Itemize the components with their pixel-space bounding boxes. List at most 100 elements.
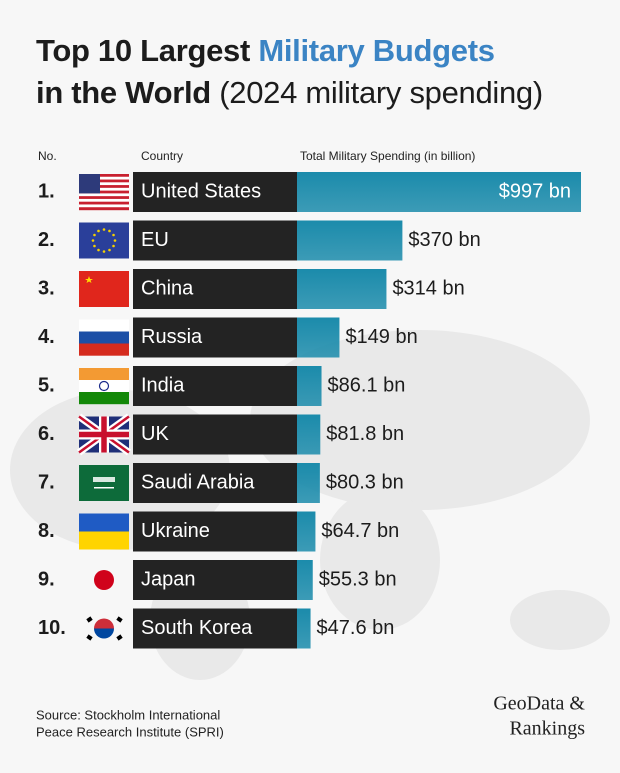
bar bbox=[297, 463, 320, 503]
flag-part bbox=[79, 343, 129, 356]
flag-part bbox=[97, 229, 100, 233]
flag bbox=[79, 465, 129, 501]
source: Source: Stockholm International bbox=[36, 707, 220, 722]
brand: GeoData & bbox=[493, 693, 585, 715]
value-label: $997 bn bbox=[499, 180, 571, 202]
flag-part bbox=[79, 222, 129, 259]
label-background bbox=[133, 414, 297, 455]
flag-part bbox=[79, 193, 129, 197]
flag-part bbox=[108, 229, 111, 233]
flag-part bbox=[79, 271, 129, 307]
flag-part bbox=[102, 228, 106, 231]
flag-part bbox=[79, 368, 129, 381]
category-label: Ukraine bbox=[141, 520, 210, 542]
value-label: $64.7 bn bbox=[321, 520, 399, 542]
category-label: United States bbox=[141, 180, 261, 202]
flag-part bbox=[91, 239, 95, 242]
flag bbox=[86, 616, 123, 641]
bar bbox=[297, 269, 387, 309]
flag bbox=[94, 570, 114, 590]
flag-part bbox=[79, 185, 129, 189]
category-label: Japan bbox=[141, 568, 196, 590]
bar bbox=[297, 317, 340, 358]
flag-part bbox=[94, 618, 114, 629]
label-background bbox=[133, 463, 297, 503]
bar bbox=[297, 172, 581, 212]
flag-part bbox=[79, 176, 129, 180]
flag-part bbox=[79, 198, 129, 202]
bar bbox=[297, 366, 322, 406]
flag-part bbox=[94, 487, 114, 489]
flag-part bbox=[86, 634, 93, 641]
rank-label: 2. bbox=[38, 229, 55, 251]
bar bbox=[297, 220, 403, 261]
title-highlight: Military Budgets bbox=[258, 33, 495, 68]
flag bbox=[76, 413, 132, 456]
flag bbox=[79, 271, 129, 307]
label-background bbox=[133, 317, 297, 358]
column-header: Country bbox=[141, 149, 183, 163]
flag-part bbox=[116, 634, 123, 641]
flag-part bbox=[102, 250, 106, 253]
flag-part bbox=[79, 416, 129, 453]
rank-label: 3. bbox=[38, 277, 55, 299]
label-background bbox=[133, 608, 297, 649]
brand: Rankings bbox=[509, 718, 585, 740]
title-subtext: (2024 military spending) bbox=[219, 75, 543, 110]
rank-label: 7. bbox=[38, 471, 55, 493]
rank-label: 8. bbox=[38, 520, 55, 542]
value-label: $314 bn bbox=[392, 277, 464, 299]
flag-part bbox=[79, 174, 129, 177]
flag-part bbox=[97, 248, 100, 252]
flag-part bbox=[116, 616, 123, 623]
flag-part bbox=[113, 239, 117, 242]
flag-part bbox=[112, 233, 115, 237]
rank-label: 5. bbox=[38, 374, 55, 396]
rank-label: 4. bbox=[38, 326, 55, 348]
category-label: EU bbox=[141, 229, 169, 251]
flag-part bbox=[79, 207, 129, 211]
category-label: UK bbox=[141, 423, 169, 445]
flag-part bbox=[79, 531, 129, 550]
flag-part bbox=[79, 182, 129, 186]
flag bbox=[79, 222, 129, 259]
rank-label: 9. bbox=[38, 568, 55, 590]
value-label: $81.8 bn bbox=[326, 423, 404, 445]
category-label: Russia bbox=[141, 326, 203, 348]
bar bbox=[297, 414, 321, 455]
rank-label: 6. bbox=[38, 423, 55, 445]
flag-part bbox=[79, 190, 129, 194]
flag-part bbox=[79, 174, 100, 194]
category-label: South Korea bbox=[141, 617, 253, 639]
bar bbox=[297, 608, 311, 649]
label-background bbox=[133, 172, 297, 212]
flag-part bbox=[85, 276, 93, 283]
flag-part bbox=[79, 380, 129, 393]
chart-title: Top 10 Largest Military Budgets in the W… bbox=[36, 30, 543, 114]
value-label: $47.6 bn bbox=[317, 617, 395, 639]
flag bbox=[79, 319, 129, 356]
flag bbox=[79, 368, 129, 405]
flag bbox=[79, 513, 129, 550]
flag-part bbox=[79, 201, 129, 205]
title-line: in the World (2024 military spending) bbox=[36, 72, 543, 114]
flag-part bbox=[79, 196, 129, 200]
value-label: $370 bn bbox=[408, 229, 480, 251]
flag-part bbox=[79, 319, 129, 332]
label-background bbox=[133, 269, 297, 309]
value-label: $55.3 bn bbox=[319, 568, 397, 590]
flag-part bbox=[79, 465, 129, 501]
column-header: Total Military Spending (in billion) bbox=[300, 149, 475, 163]
source: Peace Research Institute (SPRI) bbox=[36, 724, 224, 739]
column-header: No. bbox=[38, 149, 57, 163]
flag-part bbox=[79, 179, 129, 183]
label-background bbox=[133, 511, 297, 552]
flag-part bbox=[108, 248, 111, 252]
flag-part bbox=[79, 331, 129, 344]
bar bbox=[297, 511, 316, 552]
flag-part bbox=[86, 616, 93, 623]
flag-part bbox=[112, 244, 115, 248]
flag-part bbox=[79, 513, 129, 532]
